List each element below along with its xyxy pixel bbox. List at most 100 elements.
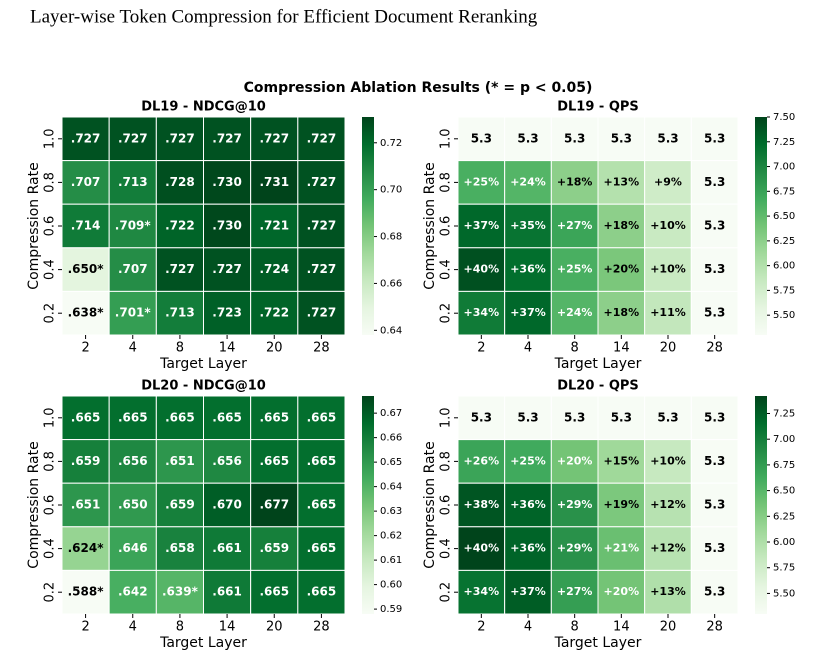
heatmap-cell bbox=[550, 526, 599, 571]
y-axis-label: Compression Rate bbox=[422, 441, 438, 568]
panel-title: DL20 - QPS bbox=[557, 379, 639, 394]
colorbar-tick-label: 0.67 bbox=[380, 408, 402, 419]
heatmap-cell bbox=[61, 569, 110, 615]
cell-label: .727 bbox=[212, 262, 242, 276]
y-tick-label: 0.8 bbox=[43, 451, 58, 472]
cell-label: .727 bbox=[212, 131, 242, 145]
colorbar-tick-label: 7.25 bbox=[773, 137, 795, 148]
cell-label: +29% bbox=[557, 542, 593, 555]
colorbar bbox=[362, 117, 374, 335]
cell-label: +10% bbox=[650, 219, 686, 232]
x-tick-label: 14 bbox=[219, 620, 236, 635]
heatmap-cell bbox=[297, 569, 346, 615]
cell-label: .665 bbox=[259, 454, 289, 468]
cell-label: +27% bbox=[557, 585, 593, 598]
heatmap-cell bbox=[297, 482, 346, 528]
cell-label: .701* bbox=[115, 306, 152, 320]
cell-label: .665 bbox=[307, 498, 337, 512]
panel-title: DL19 - NDCG@10 bbox=[141, 100, 266, 115]
y-tick-label: 1.0 bbox=[43, 128, 58, 149]
colorbar-tick-label: 7.25 bbox=[773, 408, 795, 419]
colorbar-tick-label: 6.75 bbox=[773, 186, 795, 197]
x-tick-label: 4 bbox=[524, 341, 532, 356]
cell-label: +21% bbox=[604, 542, 640, 555]
x-tick-label: 14 bbox=[219, 341, 236, 356]
cell-label: 5.3 bbox=[704, 175, 725, 189]
cell-label: +25% bbox=[510, 454, 546, 467]
y-tick-label: 0.6 bbox=[43, 216, 58, 237]
heatmap-cell bbox=[644, 439, 692, 484]
heatmap-cell bbox=[690, 482, 739, 528]
colorbar-tick-label: 0.62 bbox=[380, 531, 402, 542]
heatmap-cell bbox=[690, 526, 739, 571]
cell-label: +37% bbox=[510, 306, 546, 319]
cell-label: .659 bbox=[71, 454, 101, 468]
heatmap-cell bbox=[457, 395, 506, 441]
x-tick-label: 2 bbox=[81, 341, 89, 356]
y-tick-label: 1.0 bbox=[439, 128, 454, 149]
cell-label: 5.3 bbox=[517, 410, 538, 424]
cell-label: .723 bbox=[212, 306, 242, 320]
heatmap-cell bbox=[108, 247, 157, 292]
colorbar-tick-label: 7.50 bbox=[773, 112, 795, 123]
colorbar-tick-label: 6.00 bbox=[773, 537, 795, 548]
cell-label: +24% bbox=[557, 306, 593, 319]
x-tick-label: 4 bbox=[524, 620, 532, 635]
heatmap-cell bbox=[690, 290, 739, 336]
cell-label: .727 bbox=[307, 262, 337, 276]
cell-label: .665 bbox=[307, 410, 337, 424]
cell-label: +36% bbox=[510, 263, 546, 276]
heatmap-cell bbox=[457, 203, 506, 249]
cell-label: .722 bbox=[165, 219, 195, 233]
cell-label: 5.3 bbox=[704, 262, 725, 276]
cell-label: .665 bbox=[259, 410, 289, 424]
y-tick-label: 0.4 bbox=[43, 538, 58, 559]
cell-label: +40% bbox=[464, 542, 500, 555]
y-tick-label: 0.2 bbox=[439, 582, 454, 603]
colorbar-tick-label: 6.50 bbox=[773, 211, 795, 222]
cell-label: 5.3 bbox=[657, 131, 678, 145]
colorbar-tick-label: 5.50 bbox=[773, 310, 795, 321]
cell-label: .707 bbox=[71, 175, 101, 189]
heatmap-cell bbox=[644, 247, 692, 292]
heatmap-cell bbox=[203, 247, 252, 292]
cell-label: 5.3 bbox=[704, 131, 725, 145]
cell-label: .665 bbox=[259, 585, 289, 599]
y-tick-label: 0.6 bbox=[439, 495, 454, 516]
cell-label: .677 bbox=[259, 498, 289, 512]
cell-label: +18% bbox=[557, 175, 593, 188]
heatmap-cell bbox=[250, 290, 299, 336]
cell-label: 5.3 bbox=[564, 131, 585, 145]
cell-label: +12% bbox=[650, 542, 686, 555]
cell-label: .727 bbox=[307, 219, 337, 233]
cell-label: +35% bbox=[510, 219, 546, 232]
heatmap-cell bbox=[203, 160, 252, 205]
cell-label: .642 bbox=[118, 585, 148, 599]
heatmap-cell bbox=[597, 160, 646, 205]
cell-label: .713 bbox=[165, 306, 195, 320]
heatmap-cell bbox=[597, 526, 646, 571]
cell-label: .731 bbox=[259, 175, 289, 189]
colorbar-tick-label: 6.25 bbox=[773, 236, 795, 247]
colorbar-tick-label: 7.00 bbox=[773, 162, 795, 173]
heatmap-cell bbox=[61, 116, 110, 162]
heatmap-cell bbox=[644, 526, 692, 571]
x-tick-label: 28 bbox=[313, 620, 330, 635]
heatmap-cell bbox=[155, 290, 204, 336]
cell-label: 5.3 bbox=[704, 410, 725, 424]
x-tick-label: 2 bbox=[81, 620, 89, 635]
cell-label: +37% bbox=[510, 585, 546, 598]
heatmap-cell bbox=[550, 203, 599, 249]
y-tick-label: 0.4 bbox=[439, 259, 454, 280]
colorbar-tick-label: 0.70 bbox=[380, 185, 402, 196]
heatmap-cell bbox=[297, 116, 346, 162]
cell-label: +37% bbox=[464, 219, 500, 232]
cell-label: +20% bbox=[557, 454, 593, 467]
cell-label: 5.3 bbox=[611, 131, 632, 145]
cell-label: .727 bbox=[165, 262, 195, 276]
x-tick-label: 20 bbox=[266, 341, 283, 356]
colorbar-tick-label: 0.72 bbox=[380, 138, 402, 149]
x-tick-label: 4 bbox=[129, 620, 137, 635]
